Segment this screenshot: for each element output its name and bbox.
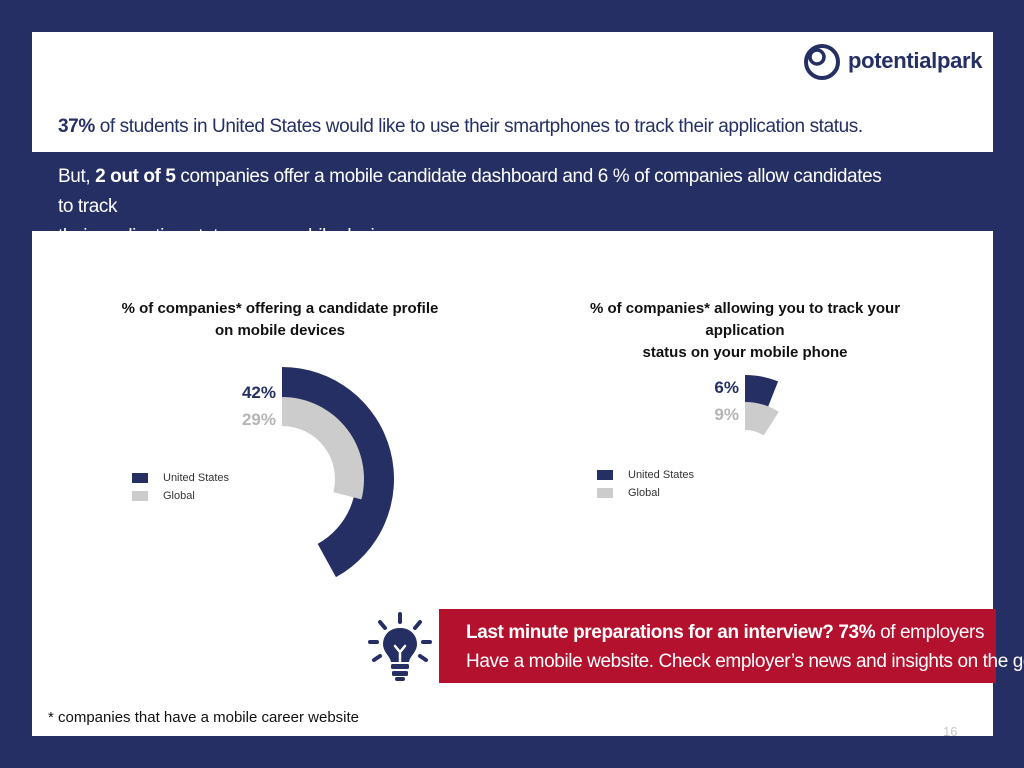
value-label-global: 9% xyxy=(714,405,739,424)
stat-highlight: 37% xyxy=(58,116,95,137)
chart2-title: % of companies* allowing you to track yo… xyxy=(589,300,901,361)
brand-name: potentialpark xyxy=(848,48,983,73)
callout-line-1: Last minute preparations for an intervie… xyxy=(466,622,985,643)
logo-ring-icon xyxy=(804,44,840,80)
intro-line-1: But, 2 out of 5 companies offer a mobile… xyxy=(58,166,882,217)
legend-swatch-global xyxy=(597,488,613,498)
headline-stat: 37% of students in United States would l… xyxy=(58,116,863,138)
footnote: * companies that have a mobile career we… xyxy=(48,709,360,726)
value-label-us: 6% xyxy=(714,378,739,397)
callout-line-2: Have a mobile website. Check employer’s … xyxy=(466,651,1024,672)
arc-us xyxy=(745,375,779,408)
chart1-legend: United States Global xyxy=(132,469,229,505)
arc-global xyxy=(282,397,364,500)
value-label-us: 42% xyxy=(242,383,276,402)
chart1-title: % of companies* offering a candidate pro… xyxy=(121,300,439,339)
intro-text: But, 2 out of 5 companies offer a mobile… xyxy=(58,162,898,252)
legend-label-us: United States xyxy=(628,469,695,481)
chart1-donut: 42%29% xyxy=(242,367,394,578)
arc-global xyxy=(745,402,779,436)
value-label-global: 29% xyxy=(242,410,276,429)
chart2-donut: 6%9% xyxy=(714,375,779,436)
legend-swatch-us xyxy=(597,470,613,480)
stat-text: of students in United States would like … xyxy=(94,116,863,137)
legend-label-global: Global xyxy=(163,490,195,502)
legend-label-global: Global xyxy=(628,487,660,499)
chart2-legend: United States Global xyxy=(597,466,694,502)
arc-us xyxy=(282,367,394,578)
legend-swatch-us xyxy=(132,473,148,483)
callout-banner: Last minute preparations for an intervie… xyxy=(439,609,1024,683)
intro-highlight: 2 out of 5 xyxy=(95,166,176,187)
intro-line-2: their application status on a mobile dev… xyxy=(58,226,399,247)
legend-label-us: United States xyxy=(163,472,230,484)
legend-swatch-global xyxy=(132,491,148,501)
page-number: 16 xyxy=(943,724,958,739)
lightbulb-icon xyxy=(368,612,432,681)
potentialpark-logo xyxy=(804,44,840,80)
